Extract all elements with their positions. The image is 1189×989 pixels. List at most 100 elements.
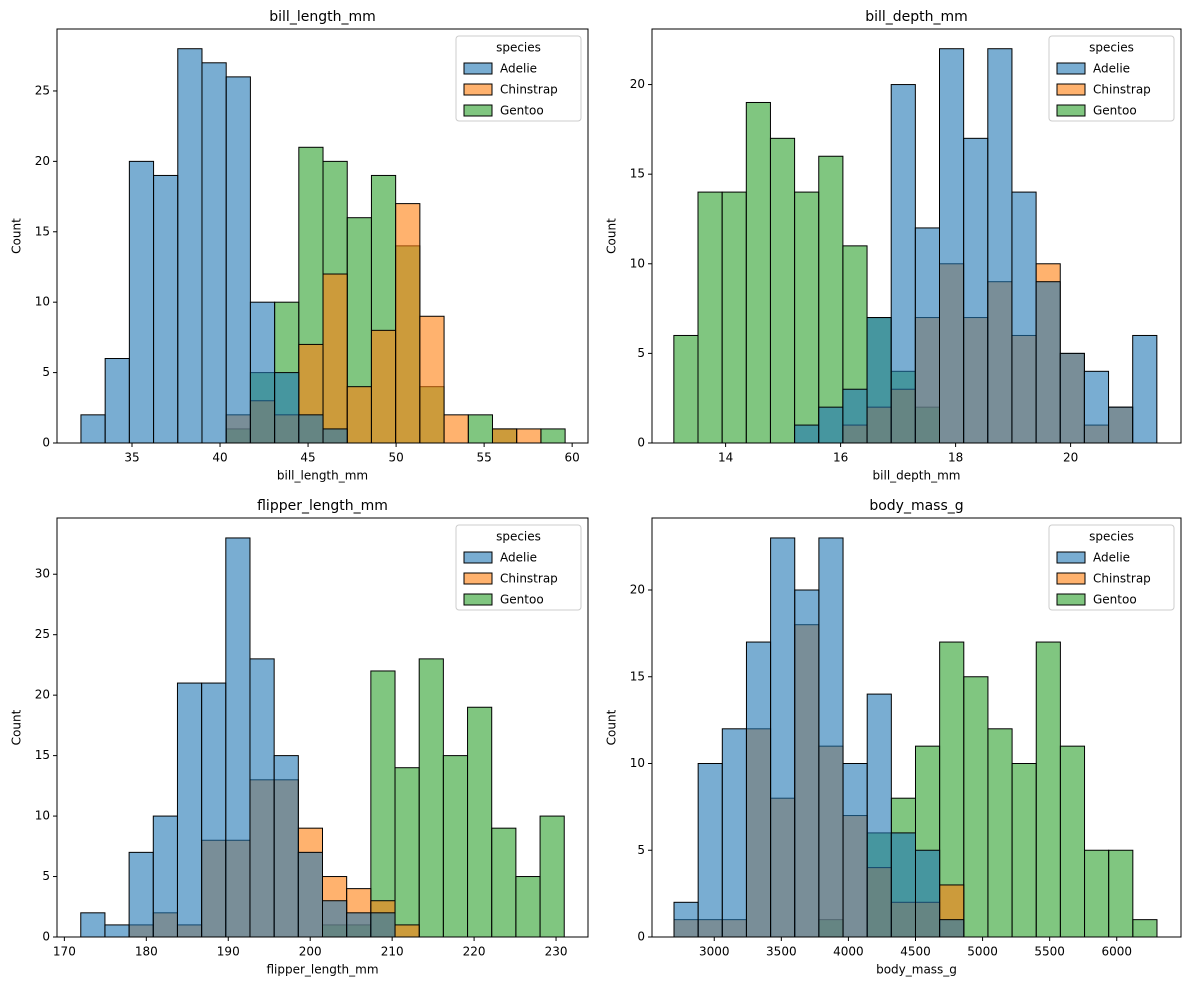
histogram-bar xyxy=(939,919,965,938)
histogram-bar xyxy=(370,670,396,938)
axes-title: bill_depth_mm xyxy=(865,9,968,25)
histogram-bar xyxy=(794,589,820,938)
y-tick-label: 0 xyxy=(637,436,645,450)
histogram-bar xyxy=(395,203,421,444)
x-axis-label: body_mass_g xyxy=(876,963,957,977)
x-tick-label: 4500 xyxy=(900,945,931,959)
x-axis-label: bill_length_mm xyxy=(277,469,368,483)
legend-label: Adelie xyxy=(500,62,537,76)
legend-title: species xyxy=(496,41,541,55)
x-tick-label: 14 xyxy=(718,451,733,465)
histogram-bar xyxy=(297,851,323,938)
legend-label: Gentoo xyxy=(500,104,544,118)
histogram-bar xyxy=(842,388,868,444)
y-tick-label: 0 xyxy=(637,930,645,944)
histogram-bar xyxy=(418,658,444,938)
y-tick-label: 30 xyxy=(35,567,50,581)
histogram-bar xyxy=(322,900,348,938)
histogram-bar xyxy=(818,155,844,444)
y-tick-label: 10 xyxy=(35,809,50,823)
histogram-bar xyxy=(987,48,1013,444)
histogram-bar xyxy=(697,763,723,938)
histogram-bar xyxy=(104,924,130,938)
x-axis-label: bill_depth_mm xyxy=(873,469,961,483)
x-tick-label: 200 xyxy=(299,945,322,959)
axes-title: body_mass_g xyxy=(869,498,963,514)
legend-swatch xyxy=(463,572,493,585)
x-tick-label: 170 xyxy=(53,945,76,959)
y-tick-label: 15 xyxy=(630,669,645,683)
legend-label: Gentoo xyxy=(500,593,544,607)
histogram-bar xyxy=(322,428,348,444)
histogram-bar xyxy=(794,424,820,444)
legend-box xyxy=(1048,35,1175,122)
legend-label: Gentoo xyxy=(1093,593,1137,607)
x-tick-label: 60 xyxy=(565,451,580,465)
histogram-bar xyxy=(794,191,820,444)
legend-label: Chinstrap xyxy=(1093,572,1151,586)
histogram-bar xyxy=(515,876,541,938)
histogram-bar xyxy=(770,537,796,938)
x-tick-label: 6000 xyxy=(1101,945,1132,959)
histogram-bar xyxy=(128,160,155,444)
histogram-bar xyxy=(721,728,747,938)
histogram-bar xyxy=(467,706,493,938)
histogram-bar xyxy=(152,815,178,938)
y-axis-label: Count xyxy=(605,218,619,254)
histogram-bar xyxy=(866,693,892,938)
legend-box xyxy=(455,524,582,611)
legend-label: Gentoo xyxy=(1093,104,1137,118)
y-tick-label: 20 xyxy=(630,583,645,597)
y-tick-label: 20 xyxy=(35,154,50,168)
legend-swatch xyxy=(463,593,493,606)
y-tick-label: 5 xyxy=(42,365,50,379)
axes-frame xyxy=(651,28,1182,444)
y-tick-label: 5 xyxy=(42,869,50,883)
histogram-bar xyxy=(225,76,251,444)
histogram-bar xyxy=(1011,191,1037,444)
plot xyxy=(673,537,1158,938)
histogram-bar xyxy=(346,912,372,938)
histogram-bar xyxy=(273,755,299,938)
legend-title: species xyxy=(496,530,541,544)
histogram-bar xyxy=(842,763,868,938)
histogram-bar xyxy=(370,329,397,444)
legend-label: Chinstrap xyxy=(1093,83,1151,97)
histogram-bar xyxy=(1059,745,1086,938)
histogram-bar xyxy=(745,101,771,444)
histogram-bar xyxy=(201,682,227,938)
histogram-bar xyxy=(697,191,723,444)
histogram-bar xyxy=(963,137,989,444)
y-axis-label: Count xyxy=(10,709,24,745)
histogram-bar xyxy=(890,84,916,444)
y-tick-label: 25 xyxy=(35,83,50,97)
histogram-bar xyxy=(491,827,517,938)
histogram-bar xyxy=(866,317,892,444)
histogram-bar xyxy=(939,48,965,444)
histogram-bar xyxy=(442,755,469,938)
y-tick-label: 0 xyxy=(42,436,50,450)
histogram-bar xyxy=(370,912,396,938)
histogram-bar xyxy=(1035,281,1061,444)
legend-title: species xyxy=(1089,530,1134,544)
histogram-bar xyxy=(769,137,796,444)
histogram-bar xyxy=(1108,849,1134,938)
x-tick-label: 3500 xyxy=(766,945,797,959)
histogram-bar xyxy=(516,428,542,444)
histogram-bar xyxy=(322,273,348,444)
histogram-bar xyxy=(721,191,747,444)
y-tick-label: 0 xyxy=(42,930,50,944)
legend-title: species xyxy=(1089,41,1134,55)
legend-box xyxy=(1048,524,1175,611)
histogram-bar xyxy=(176,682,203,938)
histogram-bar xyxy=(153,174,179,444)
histogram-bar xyxy=(1132,334,1158,444)
histogram-bar xyxy=(177,48,203,444)
y-tick-label: 20 xyxy=(630,77,645,91)
legend-label: Adelie xyxy=(1093,551,1130,565)
x-tick-label: 55 xyxy=(476,451,491,465)
histogram-bar xyxy=(1108,406,1134,444)
x-tick-label: 50 xyxy=(388,451,403,465)
histogram-bar xyxy=(80,912,106,938)
